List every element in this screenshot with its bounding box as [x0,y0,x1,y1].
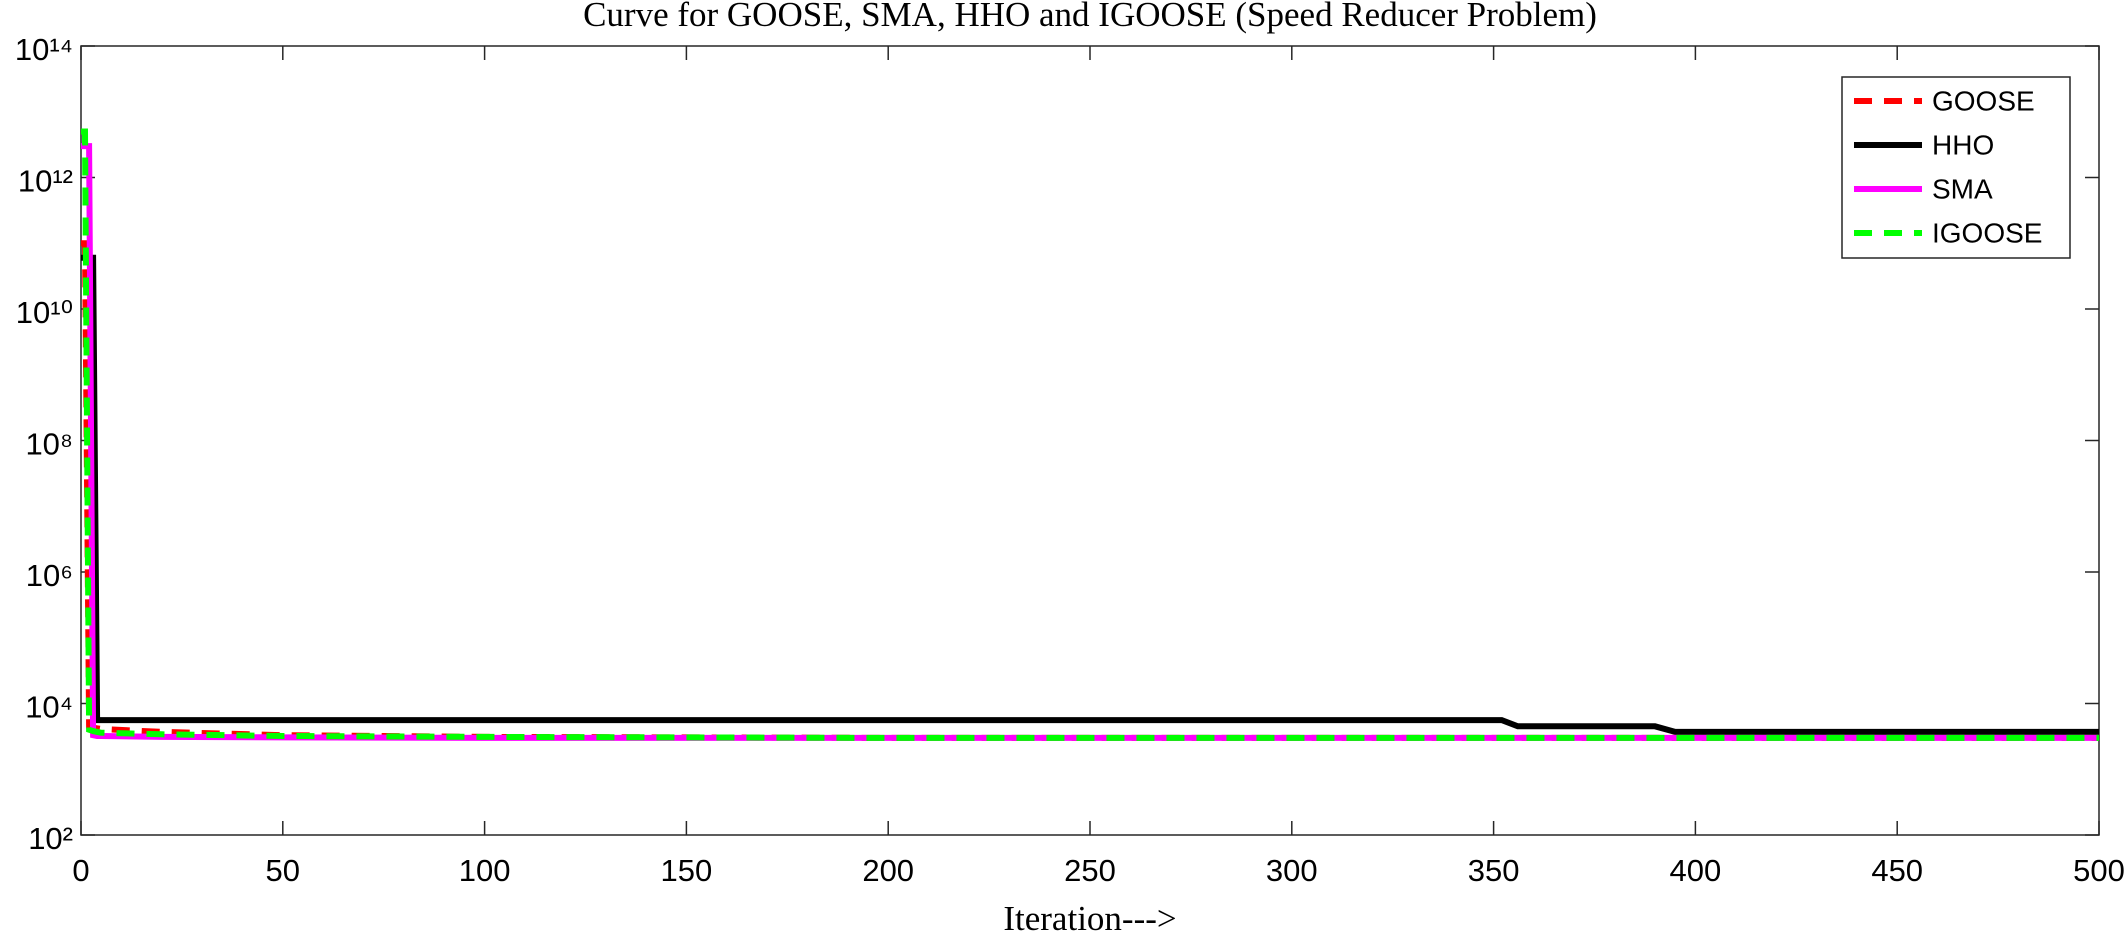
y-tick-label: 10² [28,821,73,856]
x-tick-label: 50 [266,853,300,888]
legend-box [1841,76,2071,259]
series-line [81,128,2099,741]
y-tick-label: 10¹⁰ [16,295,73,330]
x-tick-label: 100 [459,853,511,888]
y-tick-label: 10¹⁴ [15,32,73,67]
y-tick-label: 10⁶ [26,558,73,593]
legend-label: HHO [1932,129,1994,160]
x-tick-label: 200 [862,853,914,888]
plot-area [80,45,2100,836]
x-tick-label: 250 [1064,853,1116,888]
legend-label: GOOSE [1932,85,2035,116]
x-tick-label: 300 [1266,853,1318,888]
x-tick-label: 450 [1871,853,1923,888]
y-tick-label: 10⁸ [25,427,73,462]
x-tick-label: 150 [661,853,713,888]
legend-label: IGOOSE [1932,217,2042,248]
x-axis-label: Iteration---> [1003,899,1176,936]
x-tick-label: 0 [72,853,89,888]
x-tick-label: 350 [1468,853,1520,888]
legend-label: SMA [1932,173,1993,204]
x-tick-label: 400 [1670,853,1722,888]
y-tick-label: 10⁴ [25,690,73,725]
chart-title: Curve for GOOSE, SMA, HHO and IGOOSE (Sp… [583,0,1597,34]
x-tick-label: 500 [2073,853,2125,888]
y-tick-label: 10¹² [18,164,73,199]
